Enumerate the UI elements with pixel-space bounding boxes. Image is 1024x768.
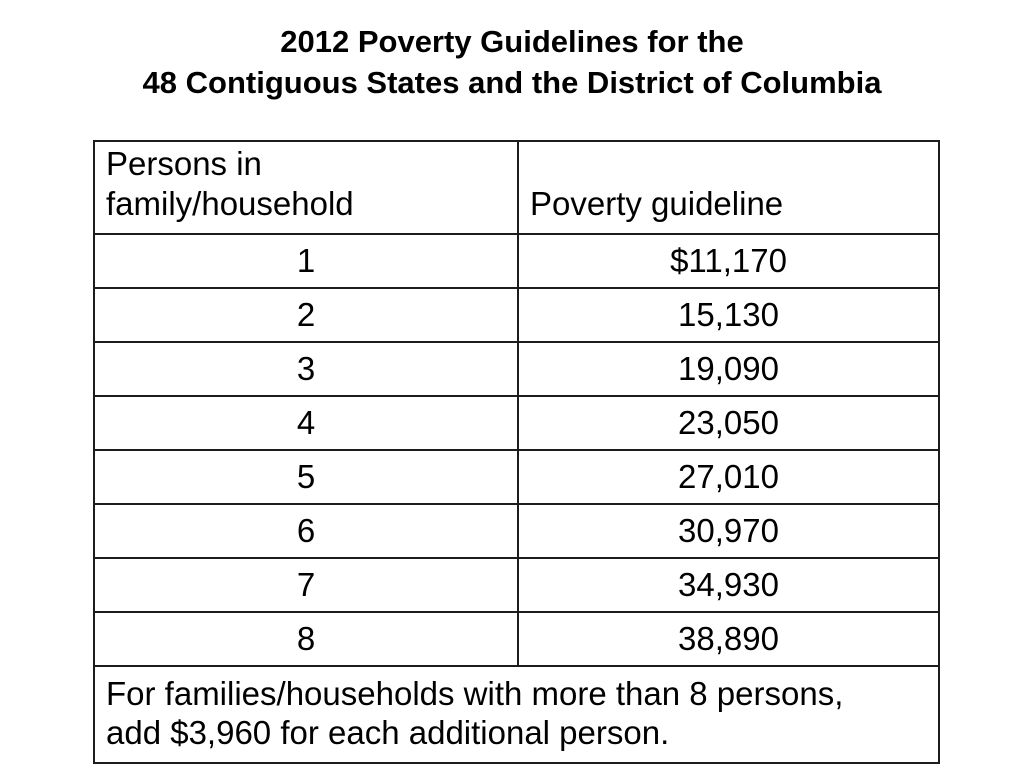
persons-cell: 6 xyxy=(93,503,519,559)
guideline-cell: 19,090 xyxy=(517,341,940,397)
footnote-line-1: For families/households with more than 8… xyxy=(106,674,844,712)
header-guideline-label: Poverty guideline xyxy=(530,185,784,222)
column-header-guideline: Poverty guideline xyxy=(517,140,940,235)
table-row: 2 15,130 xyxy=(93,287,940,343)
table-footnote-row: For families/households with more than 8… xyxy=(93,665,940,764)
guideline-cell: 30,970 xyxy=(517,503,940,559)
guideline-cell: 23,050 xyxy=(517,395,940,451)
title-line-2: 48 Contiguous States and the District of… xyxy=(142,65,882,100)
title-line-1: 2012 Poverty Guidelines for the xyxy=(280,24,744,59)
guideline-cell: 15,130 xyxy=(517,287,940,343)
persons-cell: 3 xyxy=(93,341,519,397)
header-persons-line-2: family/household xyxy=(106,185,354,222)
footnote-cell: For families/households with more than 8… xyxy=(93,665,940,764)
persons-cell: 1 xyxy=(93,233,519,289)
guideline-cell: $11,170 xyxy=(517,233,940,289)
table-row: 1 $11,170 xyxy=(93,233,940,289)
table-row: 8 38,890 xyxy=(93,611,940,667)
persons-cell: 7 xyxy=(93,557,519,613)
guideline-cell: 34,930 xyxy=(517,557,940,613)
page-title: 2012 Poverty Guidelines for the 48 Conti… xyxy=(0,21,1024,103)
table-header-row: Persons in family/household Poverty guid… xyxy=(93,140,940,235)
guideline-cell: 27,010 xyxy=(517,449,940,505)
persons-cell: 8 xyxy=(93,611,519,667)
persons-cell: 5 xyxy=(93,449,519,505)
column-header-persons: Persons in family/household xyxy=(93,140,519,235)
header-persons-line-1: Persons in xyxy=(106,145,262,182)
table-row: 7 34,930 xyxy=(93,557,940,613)
footnote-line-2: add $3,960 for each additional person. xyxy=(106,713,670,751)
guideline-cell: 38,890 xyxy=(517,611,940,667)
persons-cell: 2 xyxy=(93,287,519,343)
slide: 2012 Poverty Guidelines for the 48 Conti… xyxy=(0,21,1024,768)
table-row: 4 23,050 xyxy=(93,395,940,451)
persons-cell: 4 xyxy=(93,395,519,451)
table-row: 6 30,970 xyxy=(93,503,940,559)
poverty-guidelines-table: Persons in family/household Poverty guid… xyxy=(93,140,940,764)
table-row: 3 19,090 xyxy=(93,341,940,397)
table-row: 5 27,010 xyxy=(93,449,940,505)
